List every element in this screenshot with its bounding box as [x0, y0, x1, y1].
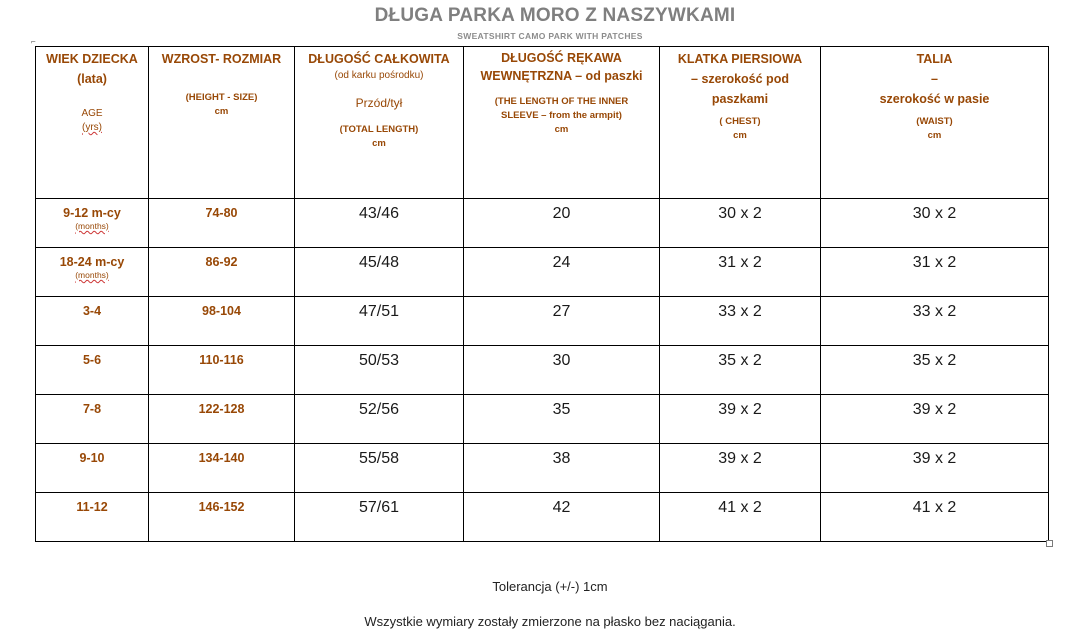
table-row: 18-24 m-cy (months) 86-92 45/48 24 31 x … — [35, 247, 1049, 297]
measurement-note: Wszystkie wymiary zostały zmierzone na p… — [364, 614, 736, 629]
cell-age: 5-6 — [35, 345, 149, 395]
cell-size: 86-92 — [148, 247, 295, 297]
size-chart-table: WIEK DZIECKA (lata) AGE (yrs) WZROST- RO… — [35, 46, 1049, 542]
header-waist: TALIA – szerokość w pasie (WAIST) cm — [820, 46, 1049, 199]
cell-length: 43/46 — [294, 198, 464, 248]
table-row: 9-12 m-cy (months) 74-80 43/46 20 30 x 2… — [35, 198, 1049, 248]
cell-size: 110-116 — [148, 345, 295, 395]
cell-age: 9-12 m-cy (months) — [35, 198, 149, 248]
cell-size: 74-80 — [148, 198, 295, 248]
cell-chest: 39 x 2 — [659, 394, 821, 444]
table-move-handle-icon[interactable]: ⌐ — [31, 37, 36, 46]
cell-age: 3-4 — [35, 296, 149, 346]
table-row: 9-10 134-140 55/58 38 39 x 2 39 x 2 — [35, 443, 1049, 493]
cell-chest: 33 x 2 — [659, 296, 821, 346]
header-sleeve-length: DŁUGOŚĆ RĘKAWA WEWNĘTRZNA – od paszki (T… — [463, 46, 660, 199]
tolerance-note: Tolerancja (+/-) 1cm — [492, 579, 608, 594]
cell-chest: 41 x 2 — [659, 492, 821, 542]
cell-size: 98-104 — [148, 296, 295, 346]
cell-sleeve: 20 — [463, 198, 660, 248]
table-row: 5-6 110-116 50/53 30 35 x 2 35 x 2 — [35, 345, 1049, 395]
table-row: 7-8 122-128 52/56 35 39 x 2 39 x 2 — [35, 394, 1049, 444]
document-title: DŁUGA PARKA MORO Z NASZYWKAMI — [374, 5, 736, 26]
header-total-length: DŁUGOŚĆ CAŁKOWITA (od karku pośrodku) Pr… — [294, 46, 464, 199]
cell-chest: 39 x 2 — [659, 443, 821, 493]
cell-length: 52/56 — [294, 394, 464, 444]
cell-age: 11-12 — [35, 492, 149, 542]
cell-chest: 35 x 2 — [659, 345, 821, 395]
cell-waist: 33 x 2 — [820, 296, 1049, 346]
table-row: 11-12 146-152 57/61 42 41 x 2 41 x 2 — [35, 492, 1049, 542]
cell-size: 146-152 — [148, 492, 295, 542]
cell-waist: 31 x 2 — [820, 247, 1049, 297]
cell-waist: 41 x 2 — [820, 492, 1049, 542]
header-height: WZROST- ROZMIAR (HEIGHT - SIZE) cm — [148, 46, 295, 199]
cell-sleeve: 24 — [463, 247, 660, 297]
header-age: WIEK DZIECKA (lata) AGE (yrs) — [35, 46, 149, 199]
cell-length: 45/48 — [294, 247, 464, 297]
document-subtitle: SWEATSHIRT CAMO PARK WITH PATCHES — [457, 31, 643, 41]
table-resize-handle[interactable] — [1046, 540, 1053, 547]
cell-length: 55/58 — [294, 443, 464, 493]
cell-waist: 39 x 2 — [820, 394, 1049, 444]
cell-length: 57/61 — [294, 492, 464, 542]
table-header-row: WIEK DZIECKA (lata) AGE (yrs) WZROST- RO… — [35, 46, 1049, 199]
cell-size: 122-128 — [148, 394, 295, 444]
cell-sleeve: 27 — [463, 296, 660, 346]
header-chest: KLATKA PIERSIOWA – szerokość pod paszkam… — [659, 46, 821, 199]
cell-length: 47/51 — [294, 296, 464, 346]
table-row: 3-4 98-104 47/51 27 33 x 2 33 x 2 — [35, 296, 1049, 346]
cell-age: 7-8 — [35, 394, 149, 444]
cell-chest: 31 x 2 — [659, 247, 821, 297]
cell-size: 134-140 — [148, 443, 295, 493]
cell-age: 18-24 m-cy (months) — [35, 247, 149, 297]
cell-age: 9-10 — [35, 443, 149, 493]
cell-sleeve: 42 — [463, 492, 660, 542]
cell-length: 50/53 — [294, 345, 464, 395]
cell-sleeve: 30 — [463, 345, 660, 395]
cell-waist: 35 x 2 — [820, 345, 1049, 395]
cell-sleeve: 38 — [463, 443, 660, 493]
cell-waist: 30 x 2 — [820, 198, 1049, 248]
cell-chest: 30 x 2 — [659, 198, 821, 248]
cell-waist: 39 x 2 — [820, 443, 1049, 493]
cell-sleeve: 35 — [463, 394, 660, 444]
